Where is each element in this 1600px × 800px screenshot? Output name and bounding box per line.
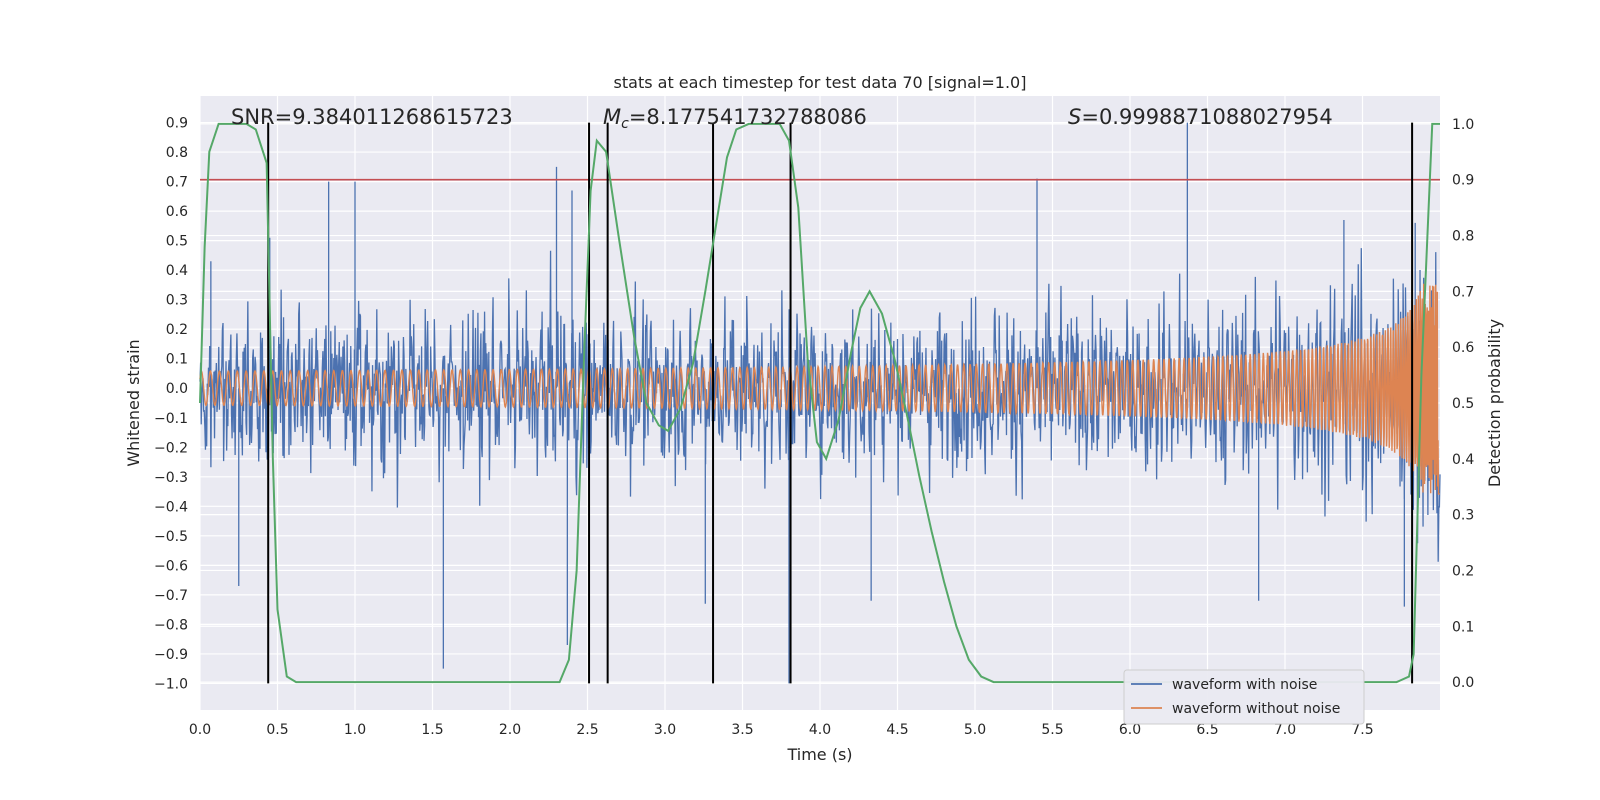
axes-ticks: 0.0 0.5 1.0 1.5 2.0 2.5 3.0 3.5 4.0 4.5 5.0 5.5 6.0 6… [154,116,1474,738]
y-right-tick-label: 0.0 [1452,675,1474,691]
x-tick-label: 6.0 [1119,722,1141,738]
y-right-tick-label: 0.2 [1452,563,1474,579]
series-waveform-without-noise [199,283,1440,495]
y-right-tick-label: 0.8 [1452,229,1474,245]
mc-annotation: Mc=8.177541732788086 [603,105,867,132]
x-tick-label: 7.5 [1351,722,1373,738]
s-symbol: S [1068,105,1081,129]
y-right-tick-label: 0.3 [1452,508,1474,524]
snr-annotation: SNR=9.384011268615723 [231,105,513,129]
y-tick-label: −0.1 [154,411,188,427]
y-right-tick-label: 0.4 [1452,452,1474,468]
x-tick-label: 2.5 [576,722,598,738]
s-annotation: S=0.9998871088027954 [1068,105,1333,129]
chart-title: stats at each timestep for test data 70 … [614,73,1027,92]
s-value: =0.9998871088027954 [1081,105,1332,129]
y-tick-label: −0.5 [154,529,188,545]
y-tick-label: 0.9 [166,116,188,132]
clean-waveform-path [199,283,1440,495]
legend-label-clean: waveform without noise [1172,701,1340,717]
y-right-tick-label: 0.6 [1452,340,1474,356]
x-tick-label: 5.5 [1041,722,1063,738]
y-right-tick-label: 0.7 [1452,284,1474,300]
x-tick-label: 1.0 [344,722,366,738]
y-tick-label: −0.6 [154,558,188,574]
y-tick-label: 0.6 [166,204,188,220]
y-tick-label: 0.4 [166,263,188,279]
y-tick-label: −0.3 [154,470,188,486]
y-tick-label: −0.8 [154,617,188,633]
y-tick-label: 0.7 [166,175,188,191]
y-tick-label: −0.2 [154,440,188,456]
legend: waveform with noise waveform without noi… [1123,669,1365,725]
probability-line [199,122,1440,684]
y-tick-label: −0.9 [154,647,188,663]
y-tick-label: −0.4 [154,499,188,515]
x-tick-label: 4.0 [809,722,831,738]
y-axis-label: Whitened strain [124,339,143,466]
x-tick-label: 3.0 [654,722,676,738]
legend-label-noise: waveform with noise [1172,677,1317,693]
y-tick-label: 0.2 [166,322,188,338]
x-tick-label: 7.0 [1274,722,1296,738]
mc-subscript: c [621,116,629,132]
y-right-tick-label: 0.9 [1452,173,1474,189]
x-tick-label: 0.5 [266,722,288,738]
x-tick-label: 2.0 [499,722,521,738]
y-tick-label: 0.3 [166,293,188,309]
x-tick-label: 0.0 [189,722,211,738]
y-axis-label-right: Detection probability [1485,319,1504,487]
y-right-tick-label: 1.0 [1452,117,1474,133]
x-tick-label: 6.5 [1196,722,1218,738]
x-tick-label: 3.5 [731,722,753,738]
x-tick-label: 4.5 [886,722,908,738]
y-tick-label: 0.8 [166,145,188,161]
x-axis-label: Time (s) [786,745,852,764]
x-tick-label: 5.0 [964,722,986,738]
x-tick-label: 1.5 [421,722,443,738]
y-right-tick-label: 0.5 [1452,396,1474,412]
y-right-tick-label: 0.1 [1452,619,1474,635]
y-tick-label: −0.7 [154,588,188,604]
series-detection-probability [199,122,1440,684]
y-tick-label: 0.0 [166,381,188,397]
y-tick-label: −1.0 [154,676,188,692]
y-tick-label: 0.5 [166,234,188,250]
mc-symbol: M [603,105,621,129]
mc-value: =8.177541732788086 [629,105,867,129]
legend-box [1123,669,1365,725]
y-tick-label: 0.1 [166,352,188,368]
